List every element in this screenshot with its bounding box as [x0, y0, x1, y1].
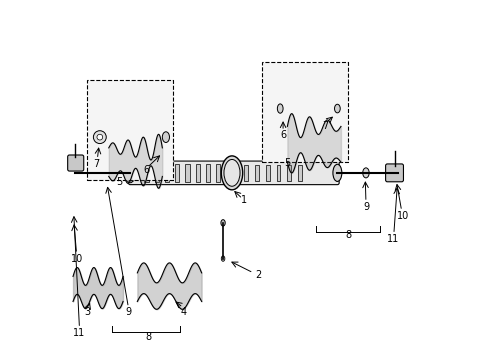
FancyBboxPatch shape	[385, 164, 403, 182]
Bar	[298, 165, 301, 181]
FancyBboxPatch shape	[128, 161, 339, 185]
Ellipse shape	[332, 164, 341, 181]
Ellipse shape	[103, 167, 110, 178]
Text: 6: 6	[280, 130, 285, 140]
Circle shape	[93, 131, 106, 144]
Bar	[175, 164, 179, 182]
Bar	[164, 164, 169, 182]
FancyBboxPatch shape	[67, 155, 83, 171]
Text: 7: 7	[321, 121, 327, 131]
Bar	[144, 164, 148, 182]
Text: 11: 11	[73, 328, 85, 338]
Text: 1: 1	[241, 195, 247, 204]
Text: 7: 7	[93, 159, 99, 169]
Bar	[276, 165, 280, 181]
Text: 3: 3	[84, 307, 90, 317]
Bar	[287, 165, 290, 181]
Circle shape	[97, 134, 102, 140]
Ellipse shape	[277, 104, 283, 113]
Bar	[265, 165, 269, 181]
Bar	[154, 164, 159, 182]
Text: 8: 8	[345, 230, 350, 240]
Ellipse shape	[162, 132, 169, 143]
Text: 5: 5	[284, 158, 290, 168]
Bar	[216, 164, 220, 182]
Text: 8: 8	[144, 332, 151, 342]
Text: 9: 9	[362, 202, 368, 212]
Bar	[195, 164, 200, 182]
Ellipse shape	[334, 104, 340, 113]
Bar	[262, 62, 347, 162]
Bar	[244, 165, 247, 181]
Ellipse shape	[224, 159, 240, 186]
Bar	[255, 165, 258, 181]
Bar	[205, 164, 209, 182]
Text: 5: 5	[116, 177, 122, 187]
Ellipse shape	[221, 220, 225, 226]
Ellipse shape	[124, 163, 135, 183]
Bar	[185, 164, 189, 182]
Text: 2: 2	[255, 270, 262, 280]
Text: 9: 9	[125, 307, 131, 317]
Ellipse shape	[362, 168, 368, 178]
Text: 10: 10	[70, 253, 82, 264]
Text: 6: 6	[143, 165, 149, 175]
Bar	[87, 80, 173, 180]
Text: 11: 11	[386, 234, 398, 244]
Ellipse shape	[221, 156, 242, 190]
Text: 4: 4	[181, 307, 186, 317]
Text: 10: 10	[397, 211, 409, 221]
Ellipse shape	[221, 256, 224, 261]
